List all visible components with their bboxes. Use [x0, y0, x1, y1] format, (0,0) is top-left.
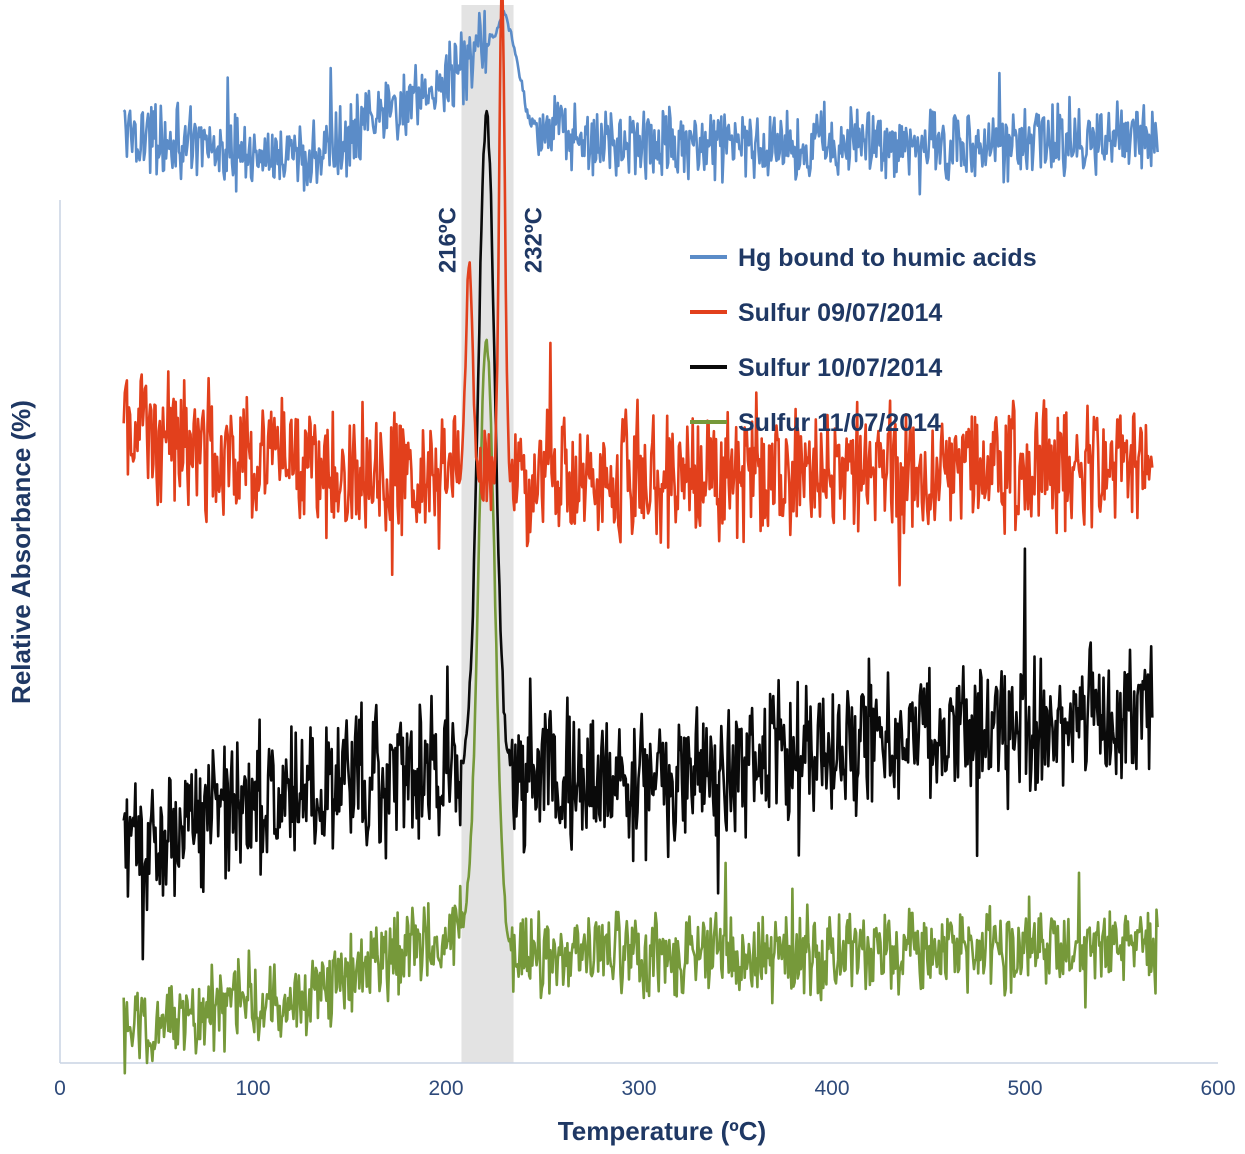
annotation-label: 232ºC: [521, 207, 548, 273]
series-line: [122, 109, 1154, 961]
legend-label: Sulfur 11/07/2014: [738, 409, 941, 437]
annotations: 216ºC 232ºC: [434, 207, 547, 273]
y-axis-title: Relative Absorbance (%): [6, 400, 36, 704]
x-tick-label: 200: [428, 1077, 463, 1100]
series-line: [122, 0, 1154, 587]
x-tick-label: 400: [814, 1077, 849, 1100]
x-tick-label: 0: [54, 1077, 66, 1100]
legend-label: Sulfur 10/07/2014: [738, 354, 942, 382]
legend-label: Hg bound to humic acids: [738, 244, 1037, 272]
series-line: [122, 9, 1159, 196]
x-ticks: 0 100 200 300 400 500 600: [54, 1077, 1235, 1100]
annotation-label: 216ºC: [434, 207, 461, 273]
plot-series: [122, 0, 1159, 1075]
x-tick-label: 600: [1200, 1077, 1235, 1100]
x-tick-label: 300: [621, 1077, 656, 1100]
x-tick-label: 100: [235, 1077, 270, 1100]
x-tick-label: 500: [1007, 1077, 1042, 1100]
legend: Hg bound to humic acids Sulfur 09/07/2014…: [690, 244, 1037, 437]
series-line: [122, 338, 1159, 1075]
x-axis-title: Temperature (ºC): [558, 1116, 766, 1146]
legend-label: Sulfur 09/07/2014: [738, 299, 942, 327]
